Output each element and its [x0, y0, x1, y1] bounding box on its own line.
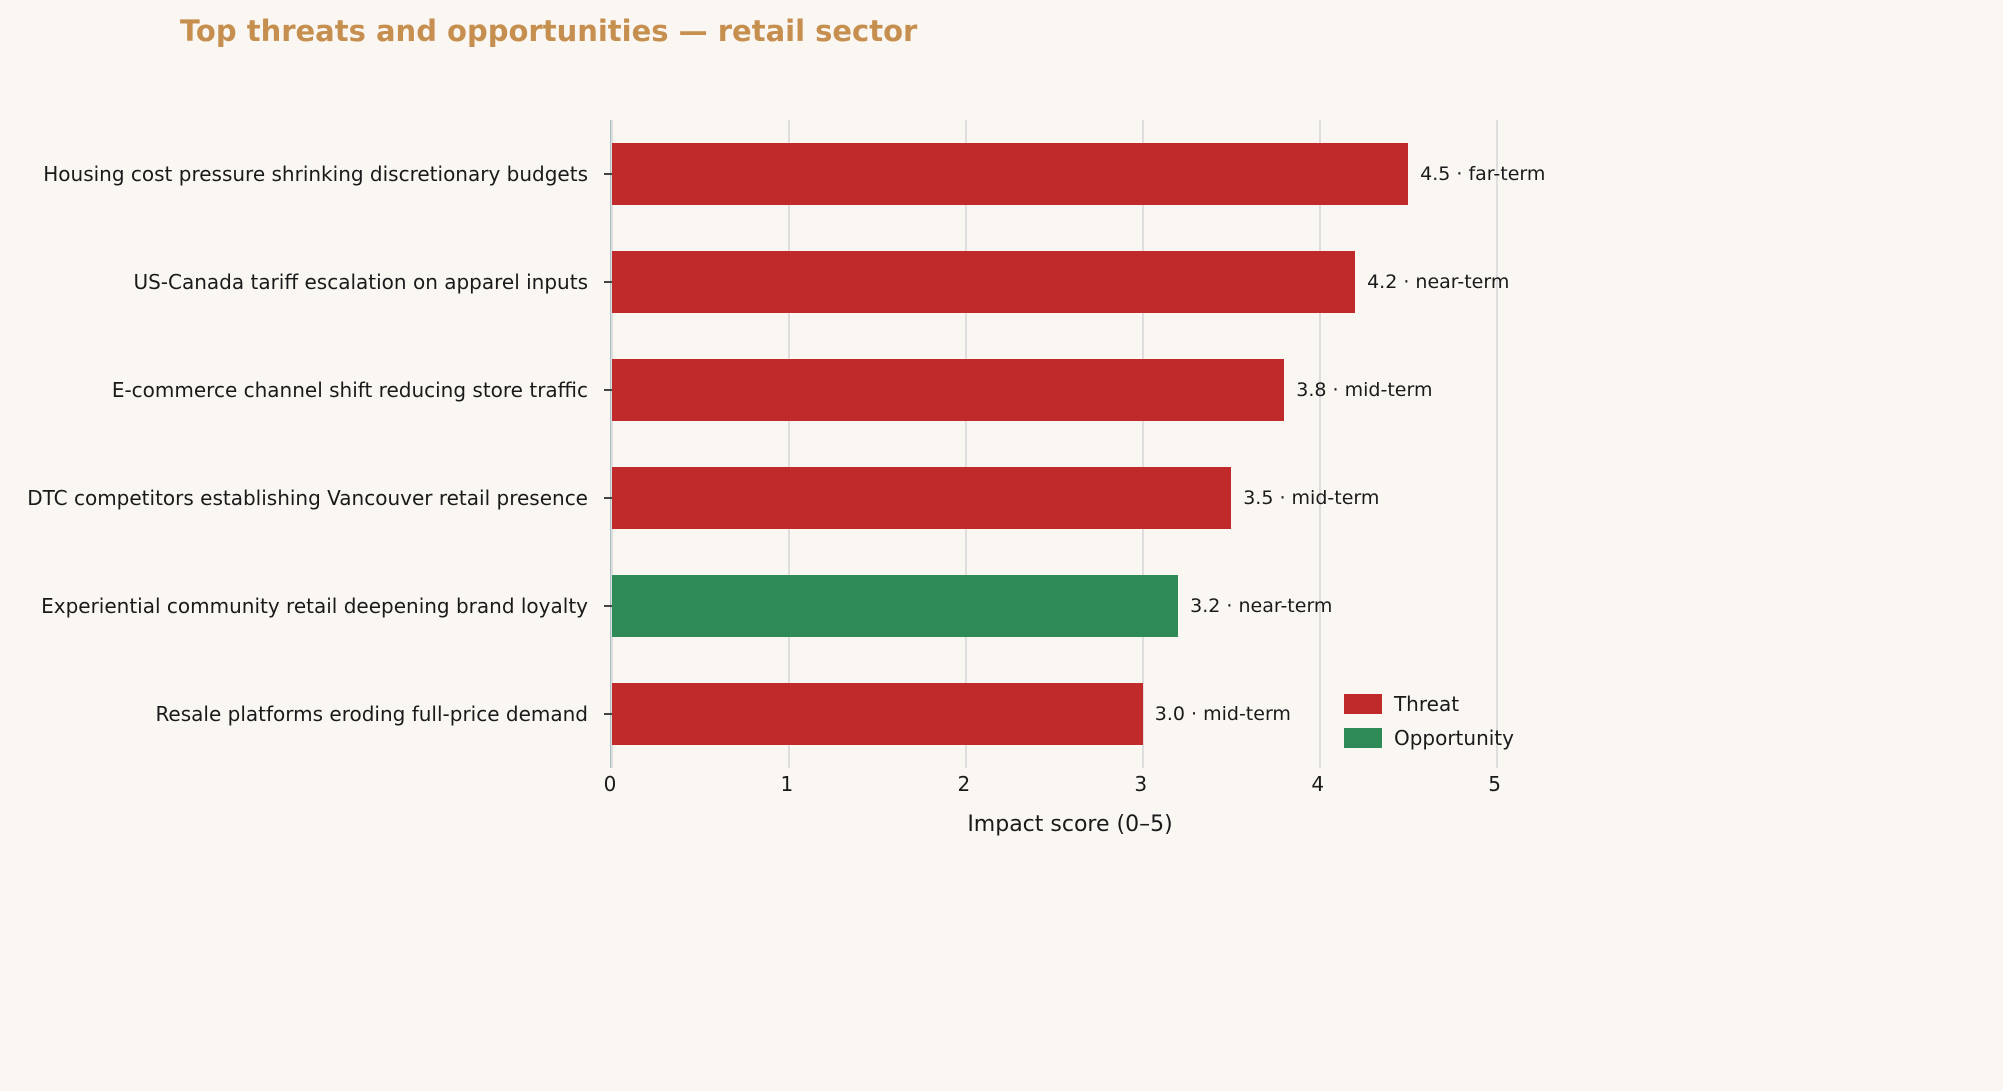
bar-value-label: 4.2 · near-term	[1367, 271, 1510, 293]
y-category-label: Experiential community retail deepening …	[41, 594, 588, 618]
bar-value-label: 3.8 · mid-term	[1296, 379, 1433, 401]
gridline	[1495, 120, 1498, 768]
x-tick-label: 5	[1488, 772, 1501, 796]
bar-row: 3.8 · mid-term	[604, 336, 1532, 444]
x-tick-label: 2	[957, 772, 971, 796]
gridline	[611, 120, 613, 768]
bar-row: 3.0 · mid-term	[604, 660, 1532, 768]
legend-item-opportunity: Opportunity	[1343, 726, 1514, 750]
bar-value-label: 3.0 · mid-term	[1154, 703, 1291, 725]
bar-threat	[612, 359, 1285, 421]
legend-label: Threat	[1393, 692, 1460, 716]
y-tick	[604, 173, 612, 175]
bar-threat	[612, 143, 1409, 205]
x-axis-title: Impact score (0–5)	[967, 812, 1173, 837]
legend-item-threat: Threat	[1343, 692, 1514, 716]
y-category-label: DTC competitors establishing Vancouver r…	[27, 486, 588, 510]
gridline	[787, 120, 790, 768]
bar-value-label: 3.2 · near-term	[1190, 595, 1333, 617]
plot-area: 4.5 · far-term 4.2 · near-term 3.8 · mid-t…	[604, 120, 1545, 768]
chart-title: Top threats and opportunities — retail s…	[180, 14, 918, 48]
bar-row: 4.2 · near-term	[604, 228, 1532, 336]
bar-opportunity	[612, 575, 1179, 637]
legend: Threat Opportunity	[1343, 692, 1514, 750]
x-tick-label: 3	[1134, 772, 1148, 796]
bar-threat	[612, 467, 1232, 529]
bar-threat	[612, 251, 1356, 313]
y-tick	[604, 281, 612, 283]
x-axis-ticks: 0 1 2 3 4 5	[604, 772, 1530, 802]
y-tick	[604, 497, 612, 499]
legend-swatch-opportunity	[1343, 728, 1382, 748]
bar-value-label: 4.5 · far-term	[1420, 163, 1546, 185]
bar-threat	[612, 683, 1143, 745]
x-tick-label: 1	[780, 772, 794, 796]
y-tick	[604, 605, 612, 607]
x-tick-label: 4	[1311, 772, 1325, 796]
x-tick-label: 0	[603, 772, 617, 796]
y-category-label: Housing cost pressure shrinking discreti…	[43, 162, 588, 186]
legend-label: Opportunity	[1393, 726, 1514, 750]
y-category-label: E-commerce channel shift reducing store …	[111, 378, 588, 402]
y-tick	[604, 713, 612, 715]
y-tick	[604, 389, 612, 391]
gridline	[964, 120, 967, 768]
gridline	[1141, 120, 1144, 768]
bar-row: 3.5 · mid-term	[604, 444, 1532, 552]
bar-row: 3.2 · near-term	[604, 552, 1532, 660]
y-category-label: Resale platforms eroding full-price dema…	[155, 702, 588, 726]
y-axis-labels: Housing cost pressure shrinking discreti…	[0, 120, 598, 768]
legend-swatch-threat	[1343, 694, 1382, 714]
bar-row: 4.5 · far-term	[604, 120, 1545, 228]
bar-value-label: 3.5 · mid-term	[1243, 487, 1380, 509]
y-category-label: US-Canada tariff escalation on apparel i…	[133, 270, 588, 294]
gridline	[1318, 120, 1321, 768]
